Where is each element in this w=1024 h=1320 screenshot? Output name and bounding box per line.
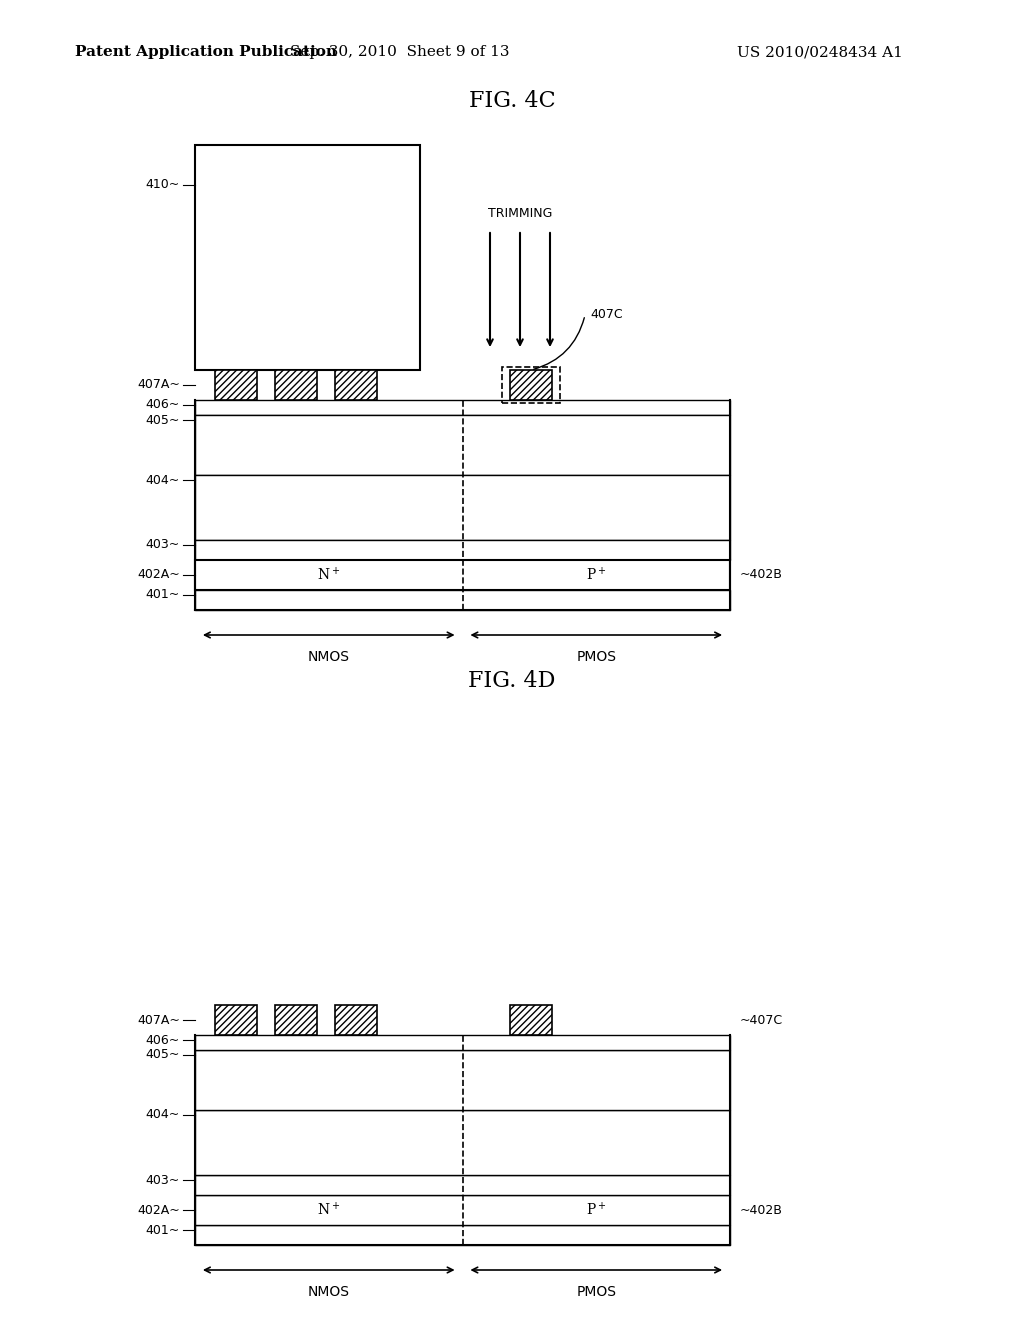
Bar — [275, 370, 317, 400]
Bar — [510, 1005, 552, 1035]
Text: 406~: 406~ — [145, 1034, 180, 1047]
Text: NMOS: NMOS — [308, 1284, 350, 1299]
Bar — [195, 1225, 730, 1245]
Text: TRIMMING: TRIMMING — [487, 207, 552, 220]
Text: 410~: 410~ — [145, 178, 180, 191]
Bar — [195, 1110, 730, 1175]
Text: NMOS: NMOS — [308, 649, 350, 664]
Text: 401~: 401~ — [145, 589, 180, 602]
Text: US 2010/0248434 A1: US 2010/0248434 A1 — [737, 45, 903, 59]
Text: FIG. 4D: FIG. 4D — [468, 671, 556, 692]
Text: 403~: 403~ — [145, 1173, 180, 1187]
Bar — [335, 370, 377, 400]
Bar — [275, 370, 317, 400]
Bar — [335, 370, 377, 400]
Text: 407C: 407C — [590, 309, 623, 322]
Text: 402A~: 402A~ — [137, 569, 180, 582]
Text: ~407C: ~407C — [740, 1014, 783, 1027]
Text: 406~: 406~ — [145, 399, 180, 412]
Text: 404~: 404~ — [145, 474, 180, 487]
Text: ~402B: ~402B — [740, 1204, 783, 1217]
Bar — [510, 370, 552, 400]
Text: 403~: 403~ — [145, 539, 180, 552]
Bar — [195, 590, 730, 610]
Bar — [215, 1005, 257, 1035]
Text: 407A~: 407A~ — [137, 1014, 180, 1027]
Bar — [275, 1005, 317, 1035]
Text: 404~: 404~ — [145, 1109, 180, 1122]
Text: 405~: 405~ — [145, 413, 180, 426]
Text: Sep. 30, 2010  Sheet 9 of 13: Sep. 30, 2010 Sheet 9 of 13 — [290, 45, 510, 59]
Text: 407A~: 407A~ — [137, 379, 180, 392]
Text: N$^+$: N$^+$ — [317, 566, 340, 583]
Text: Patent Application Publication: Patent Application Publication — [75, 45, 337, 59]
Text: 402A~: 402A~ — [137, 1204, 180, 1217]
Text: 401~: 401~ — [145, 1224, 180, 1237]
Bar — [510, 1005, 552, 1035]
Bar — [275, 1005, 317, 1035]
Bar — [195, 145, 420, 370]
Bar — [502, 367, 560, 403]
Bar — [195, 560, 730, 590]
Bar — [195, 1035, 730, 1049]
Bar — [195, 400, 730, 414]
Bar — [195, 1049, 730, 1110]
Bar — [195, 414, 730, 475]
Text: FIG. 4C: FIG. 4C — [469, 90, 555, 112]
Bar — [195, 1195, 730, 1225]
Bar — [195, 475, 730, 540]
Bar — [215, 370, 257, 400]
Bar — [195, 540, 730, 560]
Text: ~402B: ~402B — [740, 569, 783, 582]
Bar — [215, 370, 257, 400]
Text: 405~: 405~ — [145, 1048, 180, 1061]
Text: PMOS: PMOS — [577, 1284, 616, 1299]
Bar — [510, 370, 552, 400]
Bar — [195, 1175, 730, 1195]
Text: PMOS: PMOS — [577, 649, 616, 664]
Bar — [335, 1005, 377, 1035]
Bar — [335, 1005, 377, 1035]
Bar — [215, 1005, 257, 1035]
Text: P$^+$: P$^+$ — [586, 566, 606, 583]
Text: P$^+$: P$^+$ — [586, 1201, 606, 1218]
Text: N$^+$: N$^+$ — [317, 1201, 340, 1218]
